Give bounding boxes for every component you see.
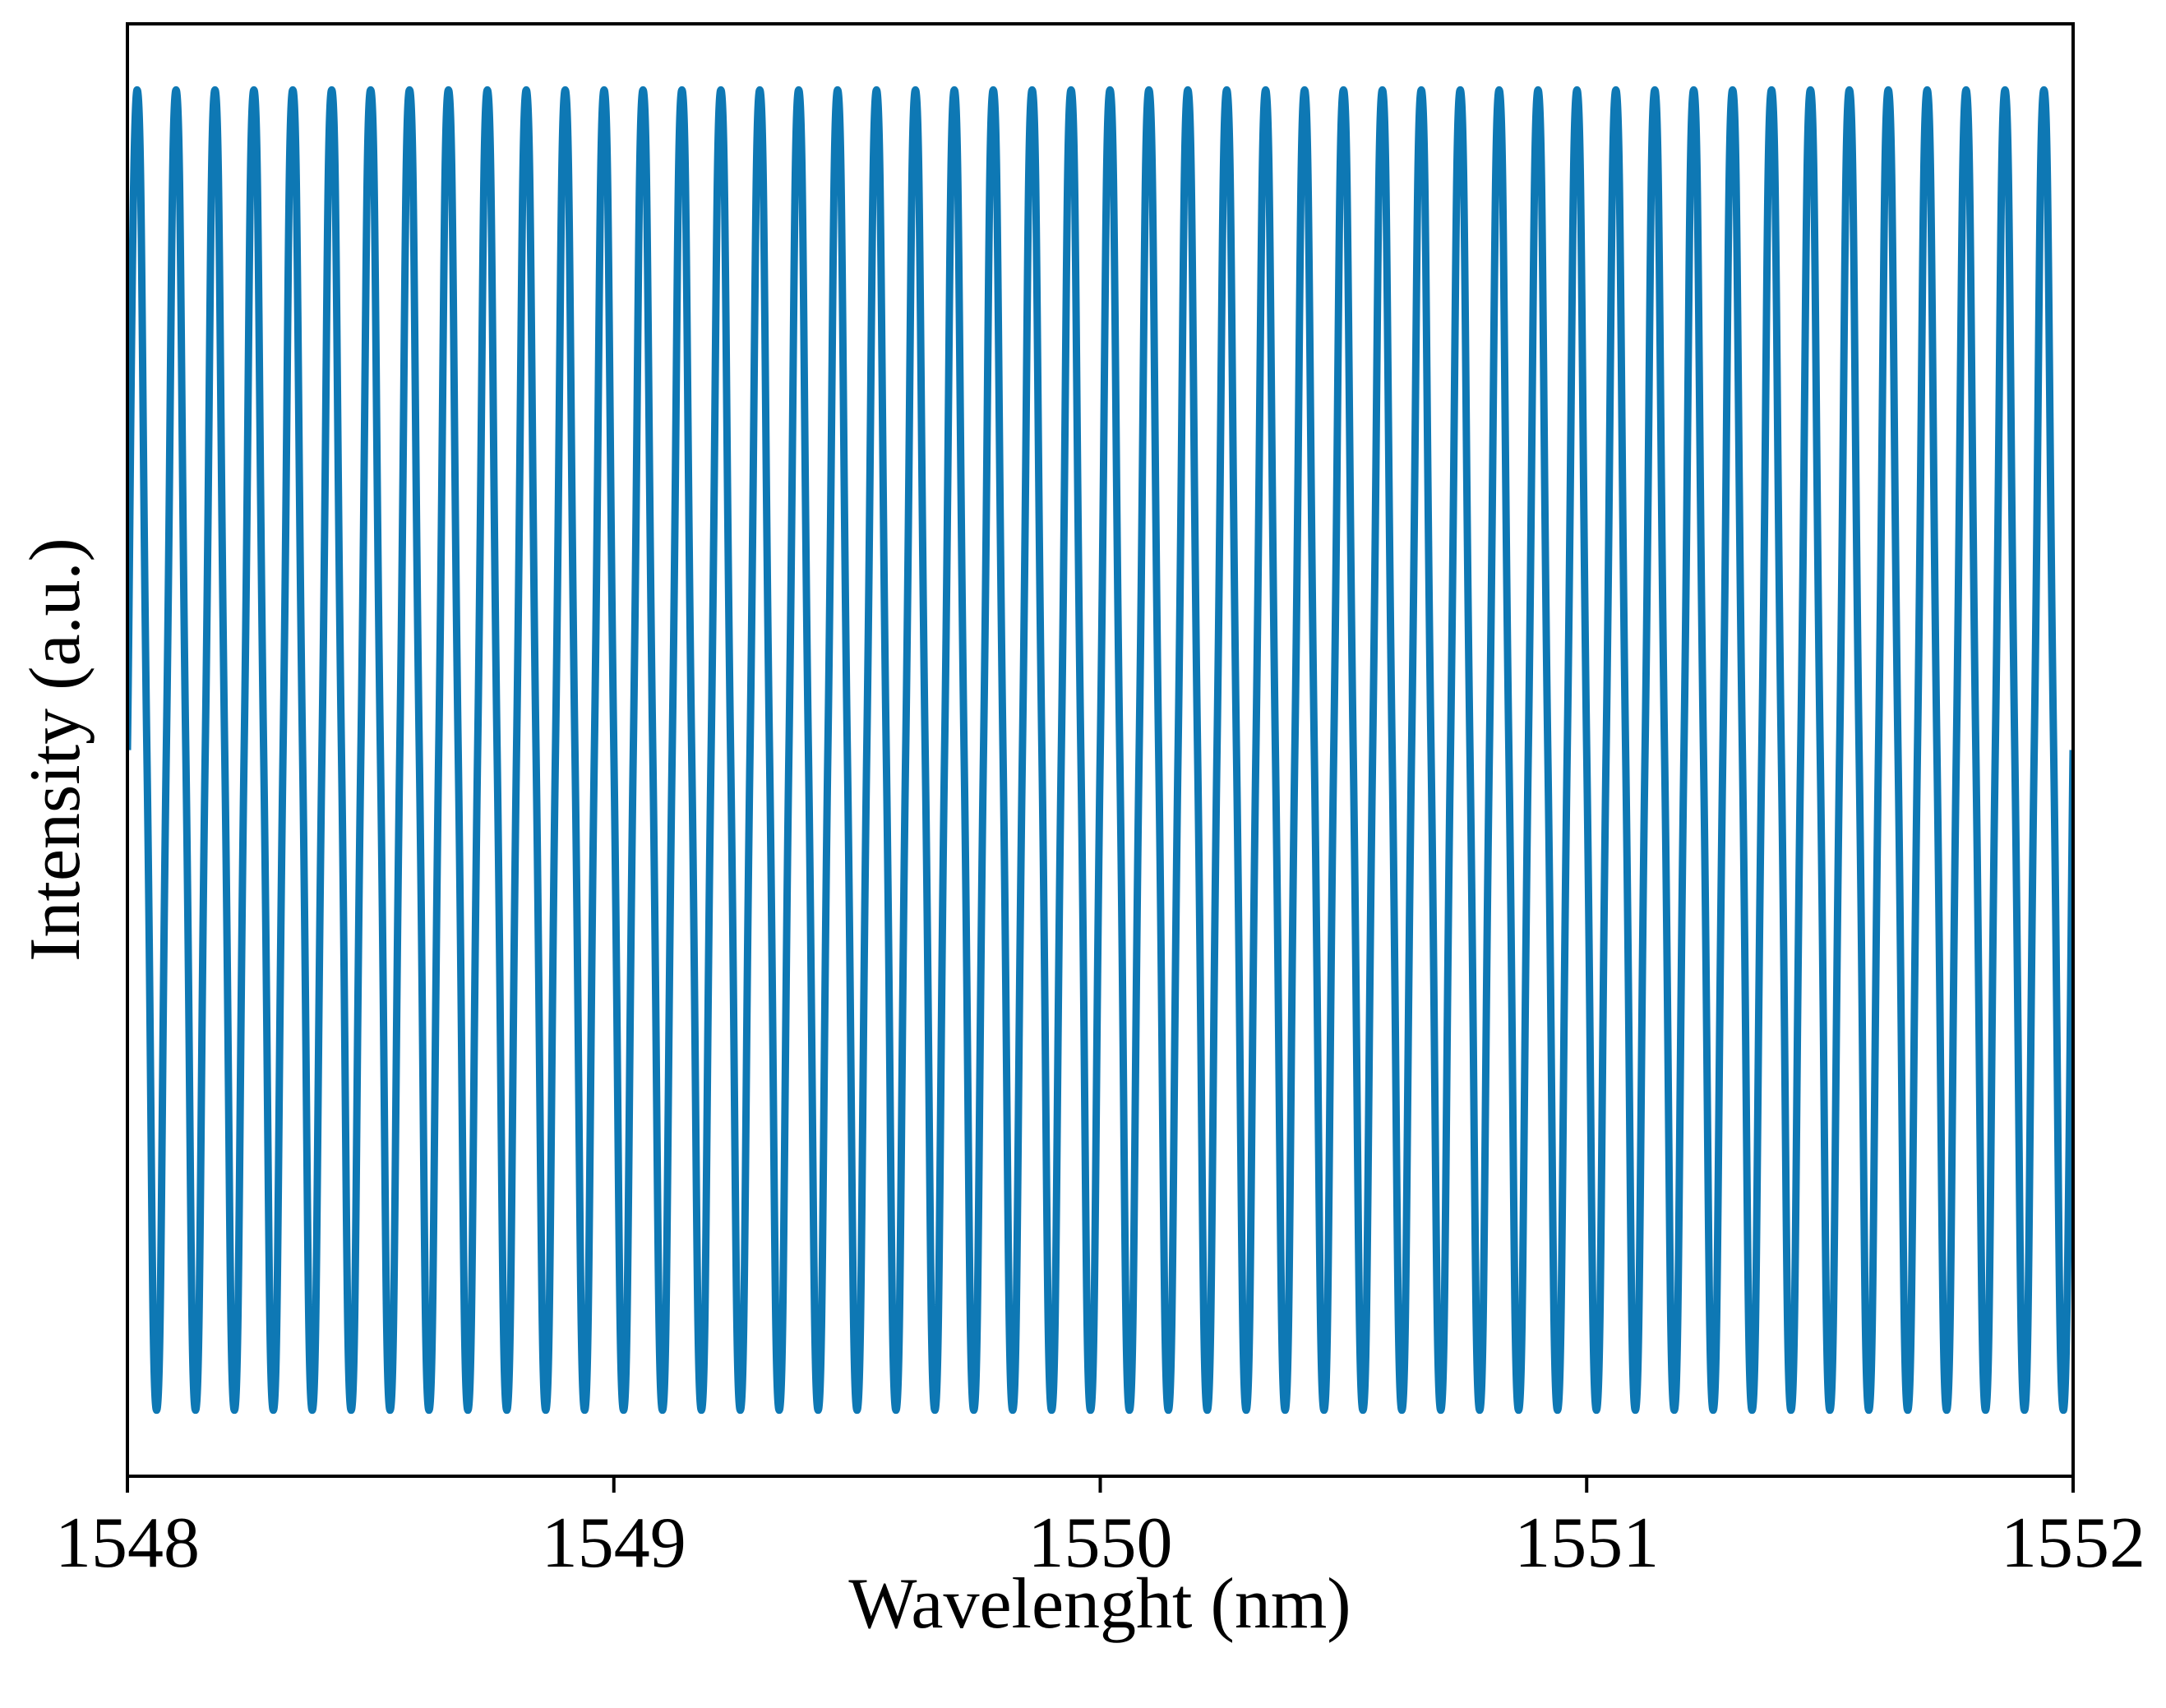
x-tick-label: 1548 <box>55 1503 200 1583</box>
x-tick-label: 1550 <box>1028 1503 1173 1583</box>
x-tick-label: 1551 <box>1514 1503 1659 1583</box>
y-axis-label: Intensity (a.u.) <box>16 538 95 962</box>
x-axis-label: Wavelenght (nm) <box>848 1564 1351 1644</box>
x-tick-label: 1549 <box>542 1503 686 1583</box>
data-line <box>127 85 2073 1415</box>
x-tick-label: 1552 <box>2001 1503 2145 1583</box>
